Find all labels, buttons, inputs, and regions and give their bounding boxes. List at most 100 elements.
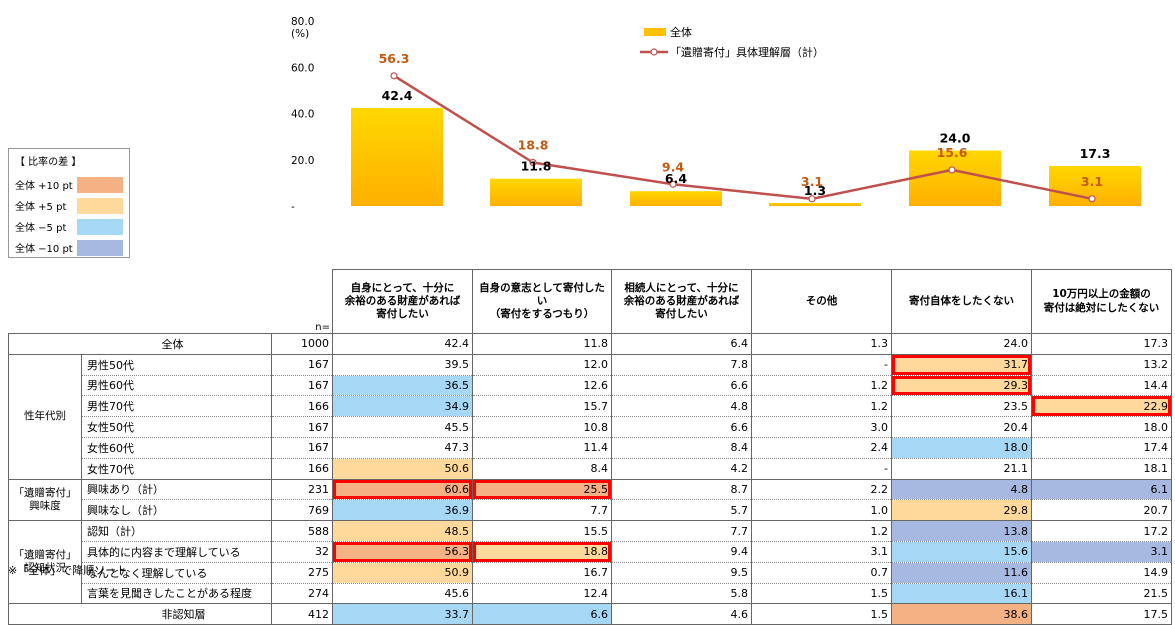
cell-value: 9.4 <box>611 541 752 563</box>
y-tick-label: 40.0 <box>291 109 314 121</box>
cell-value: 23.5 <box>891 395 1032 418</box>
bar-value-label: 24.0 <box>940 131 971 146</box>
row-label: 興味なし（計） <box>81 499 272 522</box>
row-n: 275 <box>271 562 333 584</box>
row-n: 166 <box>271 395 333 418</box>
y-unit-label: (%) <box>291 28 309 40</box>
cell-value: 1.2 <box>751 395 892 418</box>
cell-value: 11.4 <box>472 437 612 459</box>
row-n: 166 <box>271 458 333 480</box>
group-label <box>8 333 82 355</box>
y-axis: - 20.0 40.0 60.0 80.0(%) <box>291 16 314 213</box>
row-label: 認知（計） <box>81 520 272 542</box>
line-point <box>1088 195 1096 203</box>
cell-value: - <box>751 458 892 480</box>
line-point <box>390 72 398 80</box>
table-row: 女性50代 167 45.5 10.8 6.6 3.0 20.4 18.0 <box>9 416 1172 438</box>
line-value-label: 9.4 <box>662 159 684 174</box>
category-header: 10万円以上の金額の 寄付は絶対にしたくない <box>1031 269 1172 334</box>
legend-line-label: 「遺贈寄付」具体理解層（計） <box>670 45 824 59</box>
crosstab-table: n= 自身にとって、十分に 余裕のある財産があれば 寄付したい 自身の意志として寄付した… <box>8 269 1172 625</box>
cell-value: 9.5 <box>611 562 752 584</box>
row-n: 412 <box>271 603 333 625</box>
diff-legend-label: 全体 +5 pt <box>15 202 67 213</box>
cell-value: 11.6 <box>891 562 1032 584</box>
bar-value-label: 11.8 <box>521 159 552 174</box>
cell-value: 24.0 <box>891 333 1032 355</box>
cell-value: 13.2 <box>1031 354 1172 376</box>
cell-value: 4.6 <box>611 603 752 625</box>
cell-value: 3.1 <box>751 541 892 563</box>
category-header: 自身の意志として寄付したい （寄付をするつもり） <box>472 269 612 334</box>
line-value-label: 56.3 <box>379 51 410 66</box>
table-row: 言葉を見聞きしたことがある程度 274 45.6 12.4 5.8 1.5 16.1 21.5 <box>9 583 1172 605</box>
bar-value-label: 17.3 <box>1080 146 1111 161</box>
cell-value: 47.3 <box>332 437 473 459</box>
cell-value: 7.8 <box>611 354 752 376</box>
table-row: 男性70代 166 34.9 15.7 4.8 1.2 23.5 22.9 <box>9 395 1172 418</box>
table-row: 具体的に内容まで理解している 32 56.3 18.8 9.4 3.1 15.6 3.1 <box>9 541 1172 563</box>
y-tick-label: 20.0 <box>291 155 314 167</box>
y-tick-label: - <box>291 201 295 213</box>
cell-value: 21.5 <box>1031 583 1172 605</box>
row-label: 言葉を見聞きしたことがある程度 <box>81 583 272 605</box>
cell-value: 7.7 <box>472 499 612 522</box>
cell-value: 50.6 <box>332 458 473 480</box>
cell-value: 13.8 <box>891 520 1032 542</box>
cell-value: 17.2 <box>1031 520 1172 542</box>
diff-legend-title: 【 比率の差 】 <box>15 157 82 168</box>
n-header: n= <box>271 269 333 334</box>
row-n: 32 <box>271 541 333 563</box>
table-row: 女性70代 166 50.6 8.4 4.2-21.1 18.1 <box>9 458 1172 480</box>
cell-value: 8.7 <box>611 479 752 501</box>
bar-value-label: 1.3 <box>804 183 826 198</box>
table-row: なんとなく理解している 275 50.9 16.7 9.5 0.7 11.6 14.9 <box>9 562 1172 584</box>
row-label: 非認知層 <box>81 603 272 625</box>
line-value-label: 18.8 <box>518 138 549 153</box>
diff-legend-item: 全体 −10 pt <box>15 237 123 258</box>
cell-value: 60.6 <box>332 479 473 501</box>
cell-value: 42.4 <box>332 333 473 355</box>
row-n: 588 <box>271 520 333 542</box>
diff-legend-swatch <box>77 218 123 235</box>
cell-value: 29.8 <box>891 499 1032 522</box>
cell-value: 1.2 <box>751 375 892 397</box>
cell-value: 22.9 <box>1031 395 1172 418</box>
cell-value: 18.1 <box>1031 458 1172 480</box>
row-label: 男性70代 <box>81 395 272 418</box>
cell-value: 25.5 <box>472 479 612 501</box>
cell-value: 20.7 <box>1031 499 1172 522</box>
diff-legend-label: 全体 −10 pt <box>15 244 73 255</box>
cell-value: 29.3 <box>891 375 1032 397</box>
cell-value: 17.5 <box>1031 603 1172 625</box>
cell-value: 17.3 <box>1031 333 1172 355</box>
table-row: 全体 1000 42.4 11.8 6.4 1.3 24.0 17.3 <box>8 333 1172 355</box>
y-tick-label: 80.0 <box>291 16 314 28</box>
diff-legend-swatch <box>77 197 123 214</box>
line-value-label: 3.1 <box>801 174 823 189</box>
category-header: 相続人にとって、十分に 余裕のある財産があれば 寄付したい <box>611 269 752 334</box>
cell-value: 4.8 <box>891 479 1032 501</box>
table-row: 男性60代 167 36.5 12.6 6.6 1.2 29.3 14.4 <box>9 375 1172 397</box>
cell-value: 12.4 <box>472 583 612 605</box>
cell-value: 6.4 <box>611 333 752 355</box>
cell-value: 16.7 <box>472 562 612 584</box>
cell-value: 36.9 <box>332 499 473 522</box>
line-point <box>948 166 956 174</box>
row-label: 男性60代 <box>81 375 272 397</box>
cell-value: 21.1 <box>891 458 1032 480</box>
cell-value: 50.9 <box>332 562 473 584</box>
row-label: 女性70代 <box>81 458 272 480</box>
cell-value: 3.0 <box>751 416 892 438</box>
bar <box>490 178 582 206</box>
cell-value: 18.0 <box>891 437 1032 459</box>
diff-legend-item: 全体 −5 pt <box>15 216 123 237</box>
bar <box>630 191 722 206</box>
cell-value: 56.3 <box>332 541 473 563</box>
diff-legend: 【 比率の差 】 全体 +10 pt 全体 +5 pt 全体 −5 pt 全体 … <box>8 148 130 258</box>
cell-value: 1.0 <box>751 499 892 522</box>
cell-value: 8.4 <box>611 437 752 459</box>
table-row: 女性60代 167 47.3 11.4 8.4 2.4 18.0 17.4 <box>9 437 1172 459</box>
cell-value: 8.4 <box>472 458 612 480</box>
row-n: 769 <box>271 499 333 522</box>
